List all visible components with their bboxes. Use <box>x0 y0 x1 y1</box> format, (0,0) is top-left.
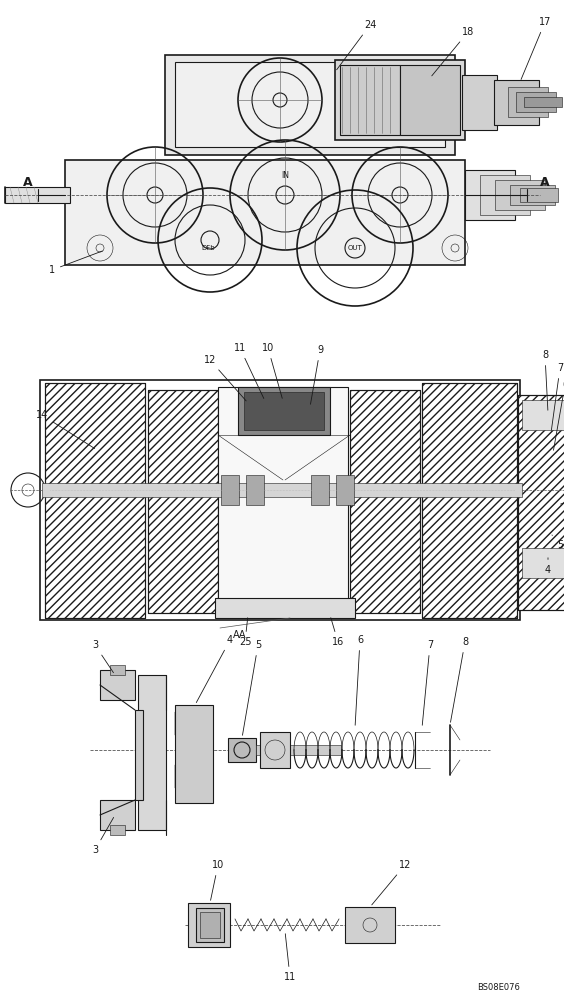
Text: 24: 24 <box>337 20 376 70</box>
Bar <box>524 97 562 107</box>
Bar <box>175 62 445 147</box>
Bar <box>138 675 166 830</box>
Text: 5: 5 <box>243 640 261 735</box>
Bar <box>495 180 545 210</box>
Bar <box>516 92 556 112</box>
Text: 6: 6 <box>553 380 564 450</box>
Bar <box>110 665 125 675</box>
Bar <box>45 383 145 618</box>
Bar <box>345 907 395 943</box>
Bar <box>311 475 329 505</box>
Bar <box>520 188 558 202</box>
Bar <box>175 705 213 803</box>
Text: 12: 12 <box>372 860 411 905</box>
Bar <box>336 475 354 505</box>
Bar <box>522 548 564 578</box>
Text: A: A <box>540 176 550 190</box>
Bar <box>260 732 290 768</box>
Bar <box>480 175 530 215</box>
Text: 14: 14 <box>36 410 95 449</box>
Bar <box>518 395 564 610</box>
Bar <box>45 383 145 618</box>
Text: 17: 17 <box>521 17 551 79</box>
Text: 1: 1 <box>49 251 103 275</box>
Bar <box>221 475 239 505</box>
Bar <box>228 738 256 762</box>
Bar <box>256 745 341 755</box>
Text: 18: 18 <box>432 27 474 76</box>
Text: BS08E076: BS08E076 <box>477 984 520 992</box>
Text: IN: IN <box>281 170 289 180</box>
Bar <box>100 670 135 700</box>
Bar <box>350 390 420 613</box>
Text: 10: 10 <box>262 343 282 398</box>
Text: A: A <box>23 176 33 190</box>
Bar <box>422 383 517 618</box>
Bar <box>510 185 555 205</box>
Text: 4: 4 <box>545 558 551 575</box>
Text: 11: 11 <box>284 934 296 982</box>
Bar <box>65 160 465 265</box>
Bar <box>350 390 420 613</box>
Text: 16: 16 <box>331 618 344 647</box>
Text: 10: 10 <box>210 860 224 900</box>
Text: 5: 5 <box>552 535 563 550</box>
Bar <box>165 55 455 155</box>
Bar <box>244 392 324 430</box>
Text: 7: 7 <box>422 640 433 725</box>
Bar <box>148 390 218 613</box>
Text: 9: 9 <box>310 345 323 404</box>
Bar <box>196 908 224 942</box>
Bar <box>422 383 517 618</box>
Bar <box>200 912 220 938</box>
Bar <box>400 65 460 135</box>
Bar <box>215 598 355 618</box>
Bar <box>518 395 564 610</box>
Text: OUT: OUT <box>347 245 363 251</box>
Polygon shape <box>175 712 213 735</box>
Bar <box>5 187 70 203</box>
Text: 12: 12 <box>204 355 246 401</box>
Text: 11: 11 <box>234 343 264 398</box>
Bar <box>135 710 143 800</box>
Text: 6: 6 <box>355 635 363 725</box>
Bar <box>218 387 348 617</box>
Bar <box>340 65 400 135</box>
Bar <box>522 400 564 430</box>
Text: 8: 8 <box>451 637 468 722</box>
Bar <box>465 170 515 220</box>
Bar <box>100 800 135 830</box>
Text: DFb: DFb <box>201 245 215 251</box>
Polygon shape <box>175 765 213 788</box>
Bar <box>42 483 522 497</box>
Bar <box>188 903 230 947</box>
Text: 8: 8 <box>542 350 548 410</box>
Text: 3: 3 <box>92 640 113 673</box>
Bar <box>110 825 125 835</box>
Bar <box>246 475 264 505</box>
Text: 7: 7 <box>552 363 563 430</box>
Text: 2: 2 <box>561 495 564 505</box>
Bar <box>335 60 465 140</box>
Bar <box>462 75 497 130</box>
Bar <box>238 387 330 435</box>
Bar <box>40 380 520 620</box>
Text: 25: 25 <box>239 618 251 647</box>
Text: 4: 4 <box>196 635 233 703</box>
Bar <box>508 87 548 117</box>
Bar <box>148 390 218 613</box>
Bar <box>494 80 539 125</box>
Text: AA: AA <box>233 630 247 640</box>
Text: 3: 3 <box>92 817 113 855</box>
